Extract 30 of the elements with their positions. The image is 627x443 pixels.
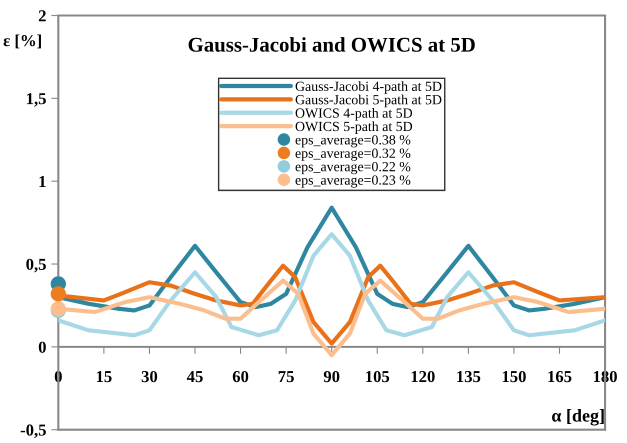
x-tick-label: 120 xyxy=(412,370,435,382)
legend-label: eps_average=0.32 % xyxy=(296,148,410,161)
legend-label: eps_average=0.38 % xyxy=(296,135,410,148)
x-tick-label: 135 xyxy=(457,371,480,382)
x-tick-label: 165 xyxy=(548,371,572,382)
y-axis-title: ε [%] xyxy=(4,34,41,48)
legend-label: Gauss-Jacobi 4-path at 5D xyxy=(296,81,442,94)
x-tick-label: 45 xyxy=(186,371,203,382)
legend-label: Gauss-Jacobi 5-path at 5D xyxy=(296,94,442,108)
x-tick-label: 180 xyxy=(594,370,617,382)
x-tick-label: 150 xyxy=(502,370,526,382)
y-tick-label: 1 xyxy=(40,176,46,187)
y-tick-label: -0,5 xyxy=(20,424,46,438)
legend-label: eps_average=0.22 % xyxy=(296,162,410,174)
x-tick-label: 15 xyxy=(96,371,112,382)
x-tick-label: 30 xyxy=(142,370,158,382)
x-axis-title: α [deg] xyxy=(552,409,604,426)
y-tick-label: 2 xyxy=(38,10,46,22)
y-tick-label: 0 xyxy=(38,342,46,353)
y-tick-label: 1,5 xyxy=(27,93,46,107)
x-tick-label: 75 xyxy=(278,371,294,382)
legend-label: OWICS 4-path at 5D xyxy=(296,108,412,121)
y-tick-label: 0,5 xyxy=(26,258,46,272)
x-tick-label: 105 xyxy=(366,370,390,382)
legend-label: eps_average=0.23 % xyxy=(296,175,410,188)
x-tick-label: 90 xyxy=(324,370,340,382)
x-tick-label: 60 xyxy=(232,370,248,382)
text: Gauss-Jacobi and OWICS at 5D xyxy=(188,37,475,52)
legend-label: OWICS 5-path at 5D xyxy=(296,121,412,134)
line-series xyxy=(58,232,606,338)
